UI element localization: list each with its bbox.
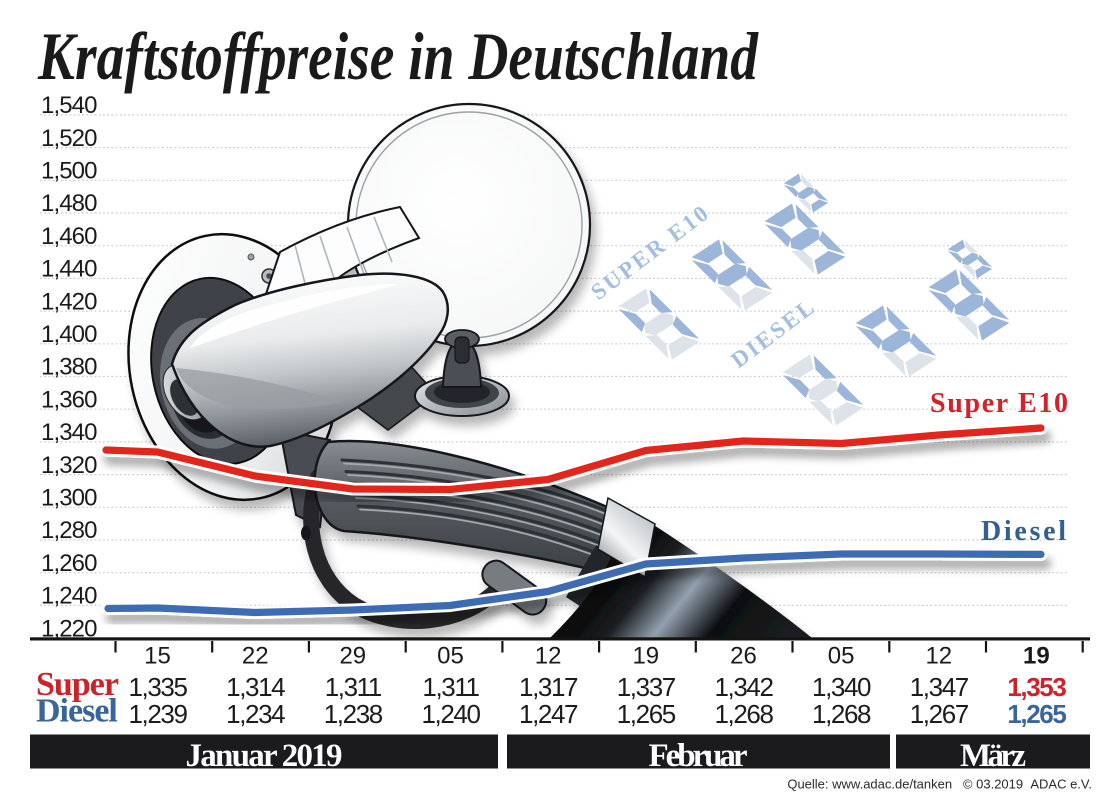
svg-text:Quelle: www.adac.de/tanken ©: Quelle: www.adac.de/tanken © 03.2019 ADA… [787, 777, 1092, 792]
svg-text:1,342: 1,342 [714, 672, 773, 702]
svg-text:1,240: 1,240 [41, 583, 97, 610]
svg-text:26: 26 [730, 643, 757, 670]
svg-text:1,540: 1,540 [41, 92, 97, 119]
svg-text:22: 22 [242, 643, 269, 670]
svg-text:1,335: 1,335 [128, 672, 187, 702]
svg-text:1,311: 1,311 [422, 672, 479, 702]
svg-text:1,353: 1,353 [1007, 672, 1066, 702]
svg-text:1,265: 1,265 [617, 699, 676, 729]
svg-text:1,500: 1,500 [41, 158, 97, 185]
svg-text:1,317: 1,317 [519, 672, 578, 702]
svg-text:1,337: 1,337 [617, 672, 676, 702]
svg-text:15: 15 [144, 643, 171, 670]
svg-text:Februar: Februar [649, 738, 748, 774]
svg-text:19: 19 [1023, 643, 1050, 670]
svg-text:12: 12 [925, 643, 952, 670]
svg-text:1,300: 1,300 [41, 485, 97, 512]
svg-text:19: 19 [632, 643, 659, 670]
svg-text:Kraftstoffpreise in Deutschlan: Kraftstoffpreise in Deutschland [37, 18, 759, 94]
svg-text:1,314: 1,314 [226, 672, 285, 702]
svg-text:März: März [960, 738, 1026, 774]
svg-text:1,238: 1,238 [324, 699, 383, 729]
svg-text:1,480: 1,480 [41, 190, 97, 217]
svg-text:1,311: 1,311 [325, 672, 382, 702]
svg-text:Diesel: Diesel [981, 516, 1066, 547]
svg-text:1,340: 1,340 [812, 672, 871, 702]
svg-text:1,240: 1,240 [421, 699, 480, 729]
svg-text:1,400: 1,400 [41, 321, 97, 348]
svg-text:1,320: 1,320 [41, 452, 97, 479]
svg-text:1,460: 1,460 [41, 223, 97, 250]
svg-text:Super: Super [36, 666, 119, 703]
svg-text:Januar 2019: Januar 2019 [186, 738, 343, 774]
svg-text:29: 29 [339, 643, 366, 670]
svg-text:1,265: 1,265 [1007, 699, 1066, 729]
svg-text:1,247: 1,247 [519, 699, 578, 729]
svg-text:1,380: 1,380 [41, 354, 97, 381]
svg-text:1,440: 1,440 [41, 256, 97, 283]
svg-text:1,268: 1,268 [812, 699, 871, 729]
svg-text:1,234: 1,234 [226, 699, 285, 729]
svg-text:1,360: 1,360 [41, 386, 97, 413]
svg-text:05: 05 [437, 643, 464, 670]
svg-text:Diesel: Diesel [36, 693, 117, 730]
svg-text:Super E10: Super E10 [930, 388, 1068, 419]
svg-text:1,520: 1,520 [41, 125, 97, 152]
svg-text:1,268: 1,268 [714, 699, 773, 729]
svg-text:1,239: 1,239 [128, 699, 187, 729]
svg-text:1,340: 1,340 [41, 419, 97, 446]
svg-text:1,347: 1,347 [910, 672, 969, 702]
svg-text:1,280: 1,280 [41, 517, 97, 544]
svg-text:1,267: 1,267 [910, 699, 969, 729]
svg-text:12: 12 [535, 643, 562, 670]
svg-text:1,420: 1,420 [41, 288, 97, 315]
svg-text:1,260: 1,260 [41, 550, 97, 577]
svg-text:05: 05 [828, 643, 855, 670]
